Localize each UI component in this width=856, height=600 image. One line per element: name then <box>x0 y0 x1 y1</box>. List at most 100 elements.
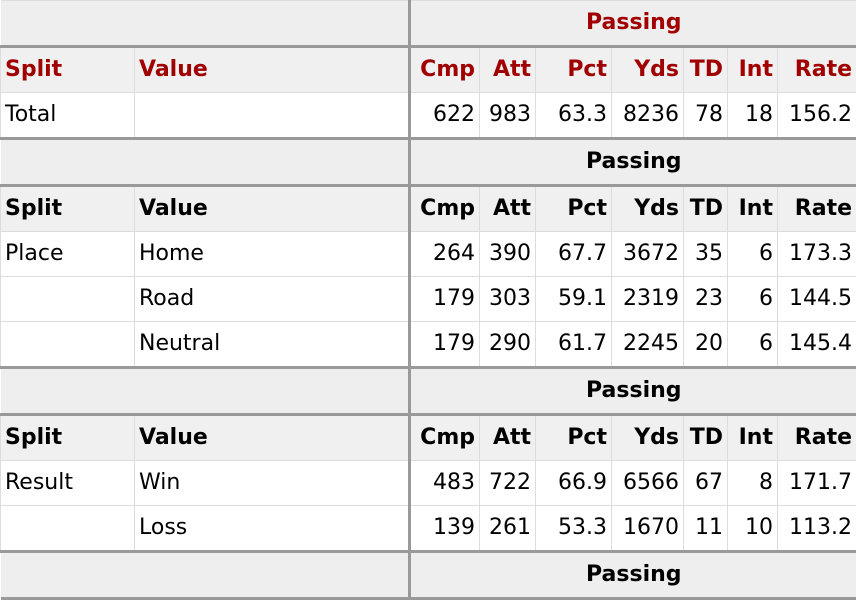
column-header-pct[interactable]: Pct <box>536 47 612 93</box>
column-header-yds[interactable]: Yds <box>612 186 684 232</box>
group-gap <box>1 139 410 186</box>
group-label: Passing <box>410 552 856 599</box>
column-header-rate[interactable]: Rate <box>778 415 856 461</box>
stat-cell-cmp: 139 <box>410 506 480 552</box>
group-label: Passing <box>410 139 856 186</box>
column-header-split[interactable]: Split <box>1 186 135 232</box>
value-cell: Neutral <box>135 322 410 368</box>
value-cell: Win <box>135 461 410 506</box>
stat-cell-yds: 3672 <box>612 232 684 277</box>
stat-cell-int: 18 <box>728 93 778 139</box>
column-header-cmp[interactable]: Cmp <box>410 415 480 461</box>
stat-cell-att: 983 <box>480 93 536 139</box>
column-header-pct[interactable]: Pct <box>536 186 612 232</box>
stat-cell-att: 722 <box>480 461 536 506</box>
stat-cell-td: 35 <box>684 232 728 277</box>
column-header-att[interactable]: Att <box>480 415 536 461</box>
column-header-yds[interactable]: Yds <box>612 47 684 93</box>
stat-cell-att: 390 <box>480 232 536 277</box>
column-header-value[interactable]: Value <box>135 415 410 461</box>
stat-cell-int: 6 <box>728 232 778 277</box>
stat-cell-yds: 2319 <box>612 277 684 322</box>
stat-cell-rate: 173.3 <box>778 232 856 277</box>
column-header-cmp[interactable]: Cmp <box>410 186 480 232</box>
split-cell <box>1 322 135 368</box>
group-gap <box>1 552 410 599</box>
column-header-split[interactable]: Split <box>1 47 135 93</box>
group-gap <box>1 1 410 47</box>
column-header-int[interactable]: Int <box>728 186 778 232</box>
value-cell: Loss <box>135 506 410 552</box>
column-header-value[interactable]: Value <box>135 186 410 232</box>
stat-cell-yds: 6566 <box>612 461 684 506</box>
split-cell: Total <box>1 93 135 139</box>
stat-cell-rate: 144.5 <box>778 277 856 322</box>
value-cell: Home <box>135 232 410 277</box>
stat-cell-td: 11 <box>684 506 728 552</box>
column-header-att[interactable]: Att <box>480 47 536 93</box>
stat-cell-rate: 171.7 <box>778 461 856 506</box>
stat-cell-rate: 113.2 <box>778 506 856 552</box>
stat-cell-pct: 59.1 <box>536 277 612 322</box>
group-label: Passing <box>410 1 856 47</box>
stat-cell-cmp: 179 <box>410 277 480 322</box>
column-header-td[interactable]: TD <box>684 47 728 93</box>
group-label: Passing <box>410 368 856 415</box>
column-header-td[interactable]: TD <box>684 415 728 461</box>
stat-cell-pct: 66.9 <box>536 461 612 506</box>
column-header-rate[interactable]: Rate <box>778 186 856 232</box>
stat-cell-pct: 67.7 <box>536 232 612 277</box>
stat-cell-yds: 2245 <box>612 322 684 368</box>
stat-cell-cmp: 264 <box>410 232 480 277</box>
column-header-int[interactable]: Int <box>728 47 778 93</box>
stat-cell-cmp: 179 <box>410 322 480 368</box>
stat-cell-rate: 145.4 <box>778 322 856 368</box>
split-cell <box>1 277 135 322</box>
group-gap <box>1 368 410 415</box>
stat-cell-yds: 8236 <box>612 93 684 139</box>
group-header-row: Passing <box>1 139 856 186</box>
column-header-td[interactable]: TD <box>684 186 728 232</box>
group-header-row: Passing <box>1 368 856 415</box>
stat-cell-cmp: 622 <box>410 93 480 139</box>
column-header-att[interactable]: Att <box>480 186 536 232</box>
column-header-rate[interactable]: Rate <box>778 47 856 93</box>
stat-cell-att: 261 <box>480 506 536 552</box>
column-header-split[interactable]: Split <box>1 415 135 461</box>
stat-cell-td: 23 <box>684 277 728 322</box>
column-header-int[interactable]: Int <box>728 415 778 461</box>
stat-cell-td: 20 <box>684 322 728 368</box>
stat-cell-pct: 63.3 <box>536 93 612 139</box>
stat-cell-td: 67 <box>684 461 728 506</box>
column-header-cmp[interactable]: Cmp <box>410 47 480 93</box>
stat-cell-pct: 61.7 <box>536 322 612 368</box>
column-header-yds[interactable]: Yds <box>612 415 684 461</box>
stat-cell-pct: 53.3 <box>536 506 612 552</box>
split-cell: Place <box>1 232 135 277</box>
stat-cell-rate: 156.2 <box>778 93 856 139</box>
stat-cell-cmp: 483 <box>410 461 480 506</box>
stat-cell-int: 8 <box>728 461 778 506</box>
group-header-row: Passing <box>1 1 856 47</box>
stat-cell-att: 290 <box>480 322 536 368</box>
stat-cell-int: 6 <box>728 322 778 368</box>
split-cell: Result <box>1 461 135 506</box>
group-header-row: Passing <box>1 552 856 599</box>
value-cell: Road <box>135 277 410 322</box>
column-header-value[interactable]: Value <box>135 47 410 93</box>
split-cell <box>1 506 135 552</box>
stat-cell-att: 303 <box>480 277 536 322</box>
column-header-pct[interactable]: Pct <box>536 415 612 461</box>
value-cell <box>135 93 410 139</box>
stat-cell-int: 6 <box>728 277 778 322</box>
